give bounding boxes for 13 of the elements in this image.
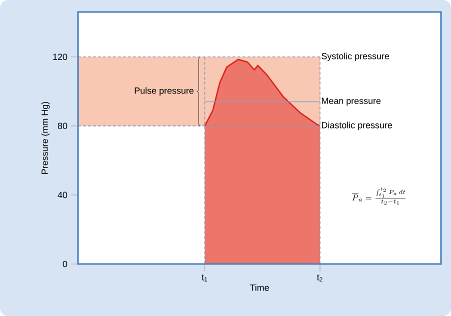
x-axis-title: Time	[250, 284, 269, 291]
y-tick-label: 120	[53, 54, 68, 60]
x-tick-label: t$_{1}$	[202, 274, 208, 282]
y-tick-label: 40	[58, 192, 68, 198]
band-label: Pulse pressure	[134, 87, 194, 96]
y-axis-title: Pressure (mm Hg)	[41, 102, 50, 174]
y-tick-label: 80	[58, 122, 68, 130]
y-tick-label: 0	[62, 260, 68, 268]
ref-line-label: Diastolic pressure	[322, 122, 392, 130]
ref-line-label: Systolic pressure	[322, 52, 390, 62]
ref-line-label: Mean pressure	[322, 98, 381, 106]
x-tick-label: t$_{2}$	[316, 274, 322, 282]
annotation: $\overline{P}_a = \frac{\int_{t_1}^{t_2} P_a\,dt}{t_2-t_1}$	[352, 187, 406, 204]
